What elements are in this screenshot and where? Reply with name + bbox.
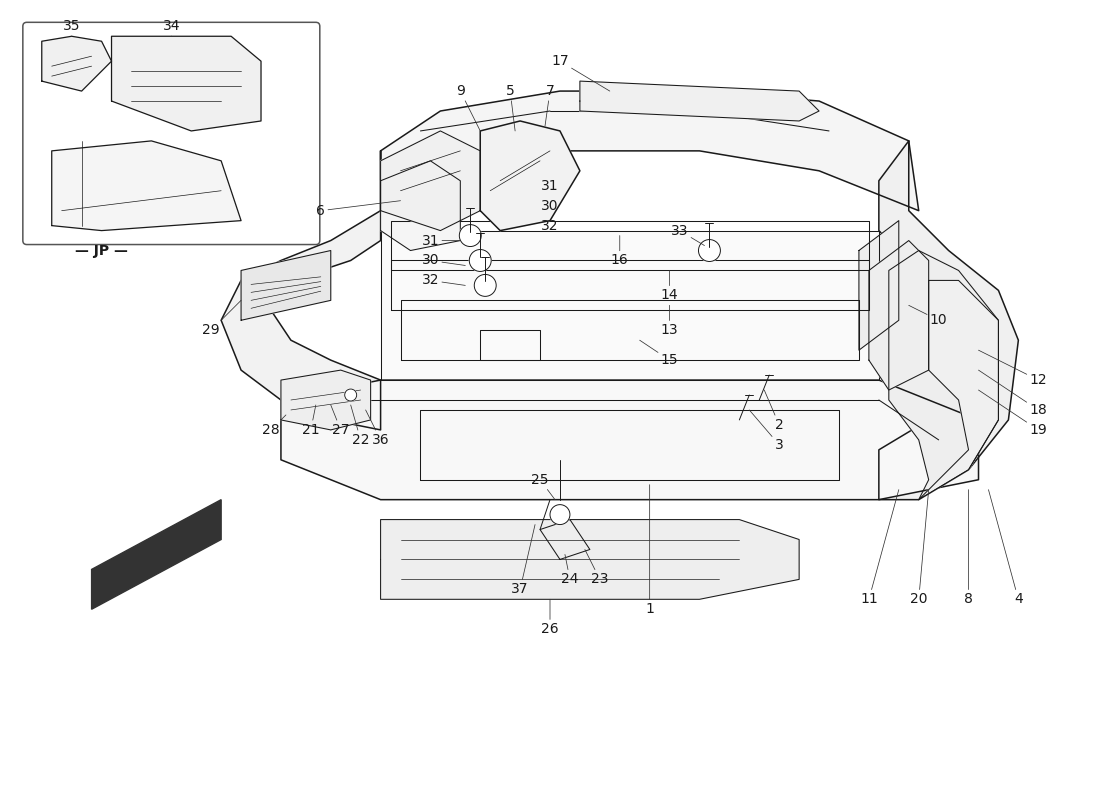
Text: 30: 30 — [541, 198, 559, 213]
Text: 5: 5 — [506, 84, 515, 131]
Circle shape — [470, 250, 492, 271]
Text: 1: 1 — [646, 485, 654, 616]
Text: 9: 9 — [455, 84, 481, 131]
Polygon shape — [381, 519, 799, 599]
Polygon shape — [280, 370, 371, 430]
Text: 19: 19 — [979, 390, 1047, 437]
Text: 20: 20 — [910, 490, 928, 606]
Text: 22: 22 — [351, 405, 370, 447]
Text: 13: 13 — [661, 306, 679, 338]
Polygon shape — [52, 141, 241, 230]
Text: 10: 10 — [909, 306, 947, 327]
Text: 25: 25 — [531, 473, 556, 500]
Text: 34: 34 — [163, 19, 180, 36]
Polygon shape — [381, 131, 481, 230]
Text: 28: 28 — [262, 415, 286, 437]
Text: 11: 11 — [860, 490, 899, 606]
Polygon shape — [381, 230, 879, 380]
Polygon shape — [481, 121, 580, 230]
Text: 21: 21 — [302, 405, 320, 437]
Text: 24: 24 — [561, 554, 579, 586]
Polygon shape — [869, 241, 928, 390]
Text: a passion for parts since 1965: a passion for parts since 1965 — [525, 450, 775, 469]
Text: 23: 23 — [585, 550, 608, 586]
Text: 31: 31 — [421, 234, 460, 247]
Text: 32: 32 — [541, 218, 559, 233]
Polygon shape — [280, 380, 979, 500]
Polygon shape — [580, 81, 820, 121]
Text: 16: 16 — [610, 235, 628, 267]
Polygon shape — [111, 36, 261, 131]
Text: 14: 14 — [661, 270, 679, 302]
Text: 12: 12 — [979, 350, 1047, 387]
Circle shape — [460, 225, 481, 246]
Text: 26: 26 — [541, 599, 559, 636]
Text: 31: 31 — [541, 178, 559, 193]
Circle shape — [698, 239, 720, 262]
Text: 6: 6 — [317, 201, 400, 218]
Circle shape — [474, 274, 496, 296]
Circle shape — [550, 505, 570, 525]
Polygon shape — [221, 151, 381, 430]
Text: 17: 17 — [551, 54, 609, 91]
Polygon shape — [918, 281, 999, 500]
Polygon shape — [381, 91, 918, 210]
Text: 29: 29 — [202, 300, 241, 338]
Text: 35: 35 — [63, 19, 80, 36]
Polygon shape — [381, 161, 460, 250]
Text: 7: 7 — [544, 84, 554, 126]
Text: 8: 8 — [964, 490, 974, 606]
Text: 2: 2 — [764, 390, 783, 432]
Text: 36: 36 — [365, 410, 389, 447]
Text: 4: 4 — [989, 490, 1023, 606]
Text: 37: 37 — [512, 525, 535, 596]
Text: 27: 27 — [331, 405, 350, 437]
Text: 32: 32 — [421, 274, 465, 287]
Polygon shape — [879, 141, 1019, 500]
Polygon shape — [42, 36, 111, 91]
FancyBboxPatch shape — [23, 22, 320, 245]
Text: 30: 30 — [421, 254, 465, 267]
Text: — JP —: — JP — — [75, 243, 128, 258]
Text: 18: 18 — [979, 370, 1047, 417]
Text: 3: 3 — [749, 410, 783, 452]
Circle shape — [344, 389, 356, 401]
Polygon shape — [91, 500, 221, 610]
Text: eurocarparts: eurocarparts — [477, 378, 822, 422]
Polygon shape — [241, 250, 331, 320]
Text: 15: 15 — [640, 340, 679, 367]
Text: 33: 33 — [671, 223, 704, 246]
Polygon shape — [889, 250, 999, 500]
Polygon shape — [859, 221, 899, 350]
